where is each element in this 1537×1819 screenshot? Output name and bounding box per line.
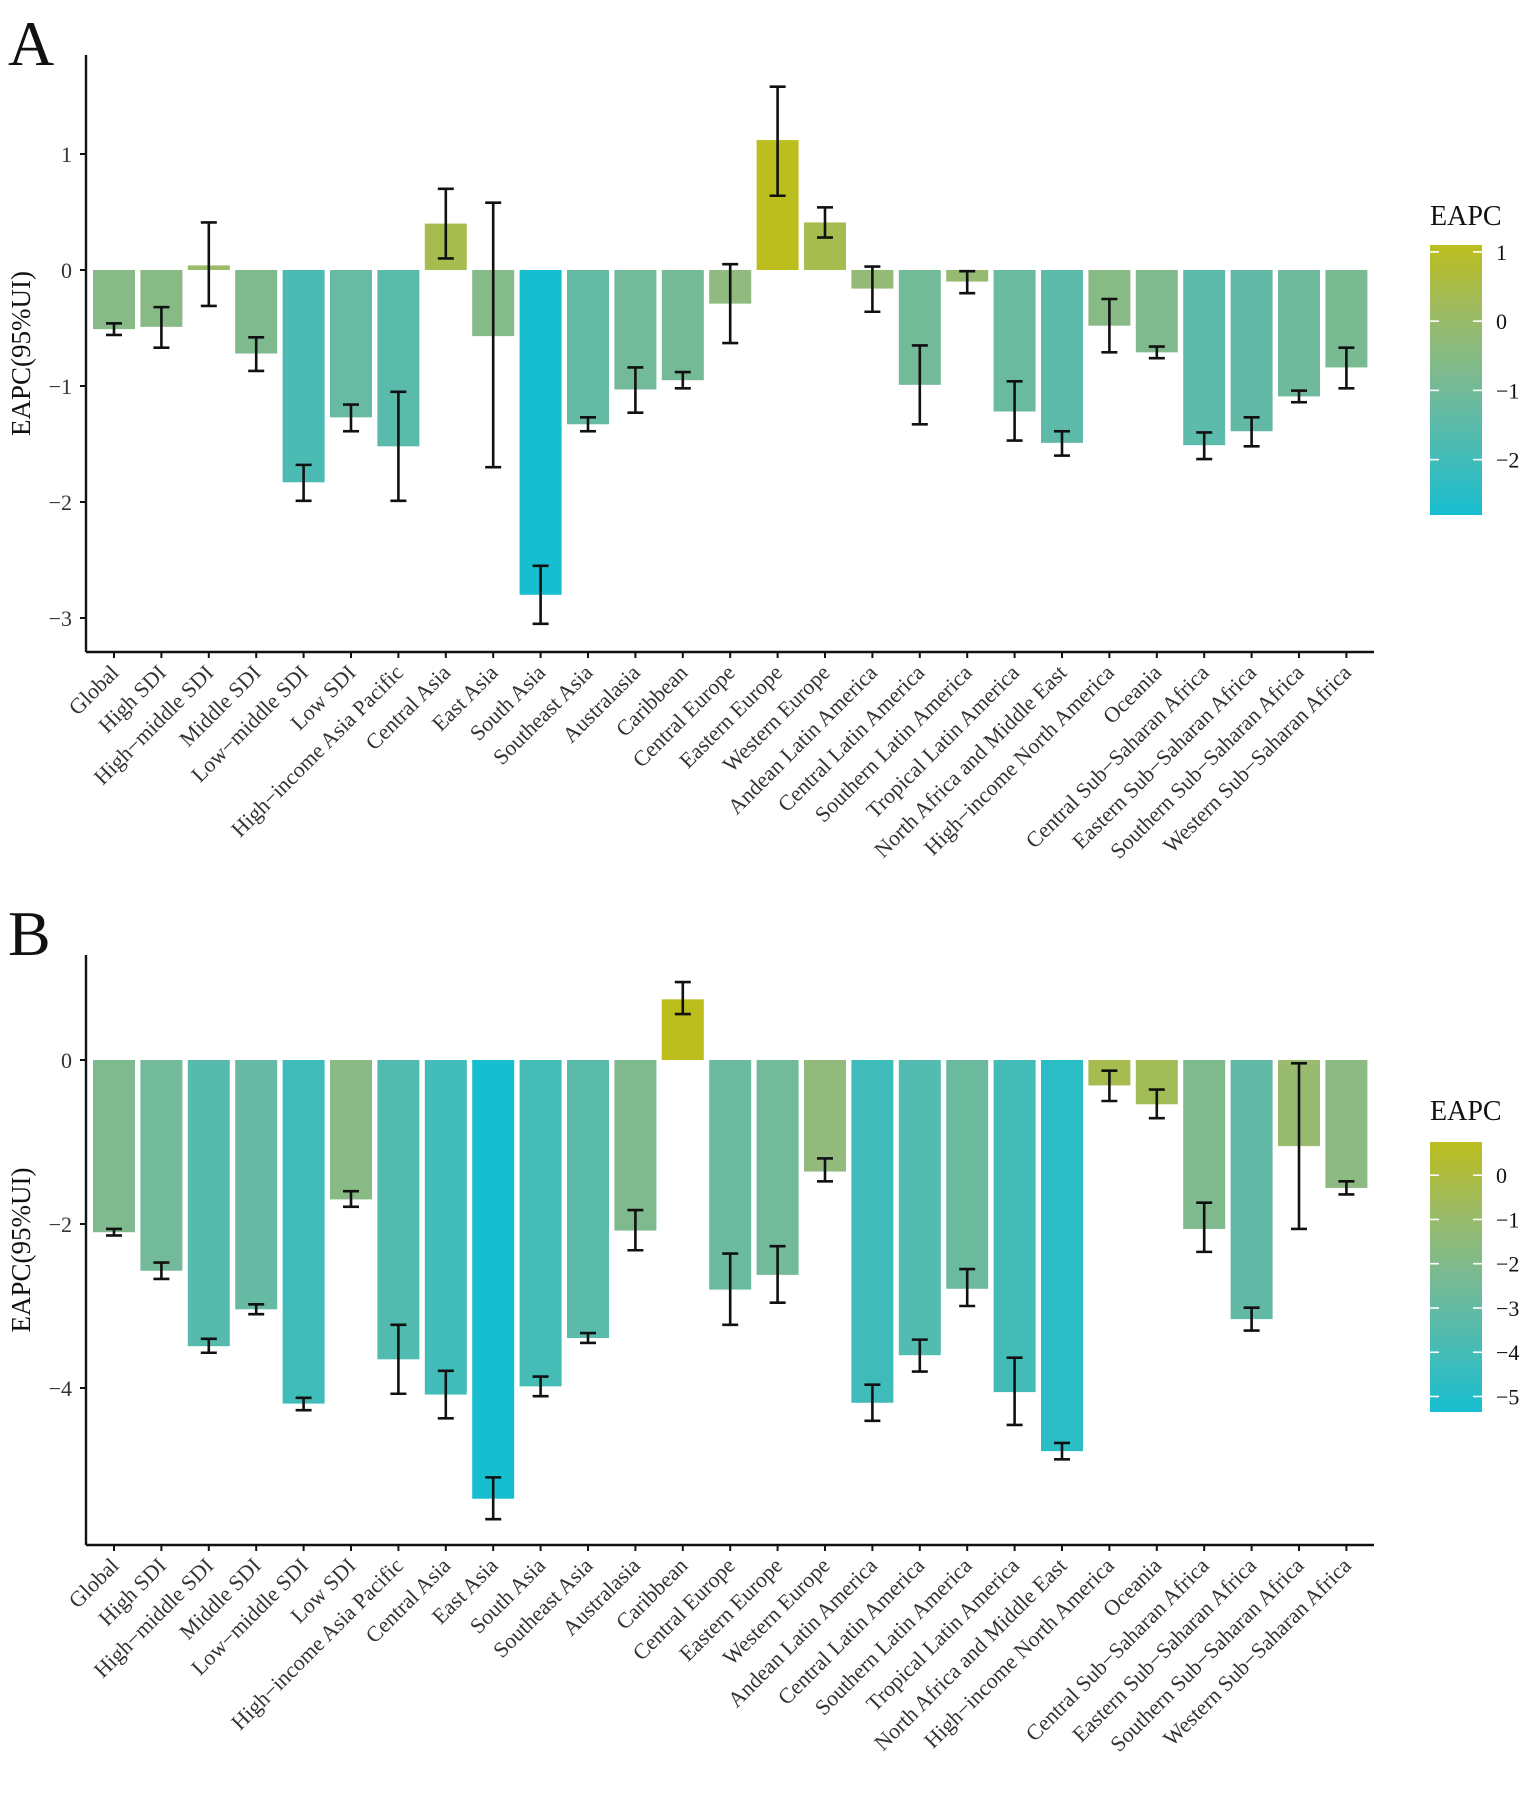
bar-b-2 bbox=[187, 1060, 230, 1347]
bar-a-25 bbox=[1278, 270, 1320, 397]
bar-b-4 bbox=[282, 1060, 325, 1404]
bar-a-24 bbox=[1230, 270, 1273, 432]
bar-b-15 bbox=[804, 1060, 846, 1172]
legend-tick-label-a-2: −1 bbox=[1496, 378, 1519, 403]
legend-tick-label-b-2: −2 bbox=[1496, 1252, 1519, 1277]
bar-b-20 bbox=[1041, 1060, 1083, 1452]
y-tick-label-a-4: −3 bbox=[49, 606, 72, 631]
legend-title-b: EAPC bbox=[1430, 1096, 1502, 1127]
bar-a-20 bbox=[1041, 270, 1083, 443]
bar-b-10 bbox=[567, 1060, 609, 1338]
legend-tick-label-b-4: −4 bbox=[1496, 1340, 1519, 1365]
legend-tick-label-b-3: −3 bbox=[1496, 1296, 1519, 1321]
legend-tick-label-a-3: −2 bbox=[1496, 448, 1519, 473]
bar-a-9 bbox=[519, 270, 562, 595]
legend-tick-label-a-1: 0 bbox=[1496, 309, 1507, 334]
bar-a-22 bbox=[1135, 270, 1178, 353]
bar-a-4 bbox=[282, 270, 325, 483]
y-axis-title-b: EAPC(95%UI) bbox=[6, 1168, 36, 1333]
bar-a-10 bbox=[567, 270, 609, 425]
y-tick-label-b-2: −4 bbox=[49, 1376, 72, 1401]
bar-b-18 bbox=[946, 1060, 989, 1289]
bar-b-16 bbox=[851, 1060, 894, 1403]
bar-a-0 bbox=[93, 270, 135, 330]
y-tick-label-a-2: −1 bbox=[49, 374, 72, 399]
bar-b-0 bbox=[93, 1060, 135, 1233]
legend-tick-label-a-0: 1 bbox=[1496, 240, 1507, 265]
bar-a-23 bbox=[1183, 270, 1226, 446]
bar-b-17 bbox=[898, 1060, 941, 1356]
bar-b-1 bbox=[140, 1060, 183, 1271]
legend-tick-label-b-0: 0 bbox=[1496, 1163, 1507, 1188]
legend-tick-label-b-5: −5 bbox=[1496, 1385, 1519, 1410]
bar-b-19 bbox=[993, 1060, 1036, 1393]
y-axis-title-a: EAPC(95%UI) bbox=[6, 271, 36, 436]
bar-b-23 bbox=[1183, 1060, 1226, 1229]
legend-title-a: EAPC bbox=[1430, 201, 1502, 232]
legend-colorbar-a bbox=[1430, 245, 1482, 515]
y-tick-label-a-3: −2 bbox=[49, 490, 72, 515]
legend-colorbar-b bbox=[1430, 1142, 1482, 1412]
bar-b-14 bbox=[756, 1060, 799, 1275]
bar-b-13 bbox=[709, 1060, 752, 1290]
bar-b-11 bbox=[614, 1060, 657, 1231]
bar-b-6 bbox=[377, 1060, 420, 1360]
panel-b-letter: B bbox=[8, 898, 51, 969]
panel-a-letter: A bbox=[8, 8, 54, 79]
bar-b-3 bbox=[235, 1060, 278, 1310]
bar-b-8 bbox=[472, 1060, 515, 1499]
y-tick-label-a-1: 0 bbox=[61, 258, 72, 283]
bar-b-7 bbox=[424, 1060, 467, 1395]
bar-b-9 bbox=[519, 1060, 562, 1387]
bar-a-5 bbox=[330, 270, 372, 418]
bar-b-5 bbox=[330, 1060, 372, 1200]
bar-b-24 bbox=[1230, 1060, 1273, 1320]
y-tick-label-a-0: 1 bbox=[61, 142, 72, 167]
y-tick-label-b-0: 0 bbox=[61, 1048, 72, 1073]
bar-b-26 bbox=[1325, 1060, 1368, 1188]
bar-a-12 bbox=[661, 270, 704, 381]
legend-tick-label-b-1: −1 bbox=[1496, 1207, 1519, 1232]
y-tick-label-b-1: −2 bbox=[49, 1212, 72, 1237]
